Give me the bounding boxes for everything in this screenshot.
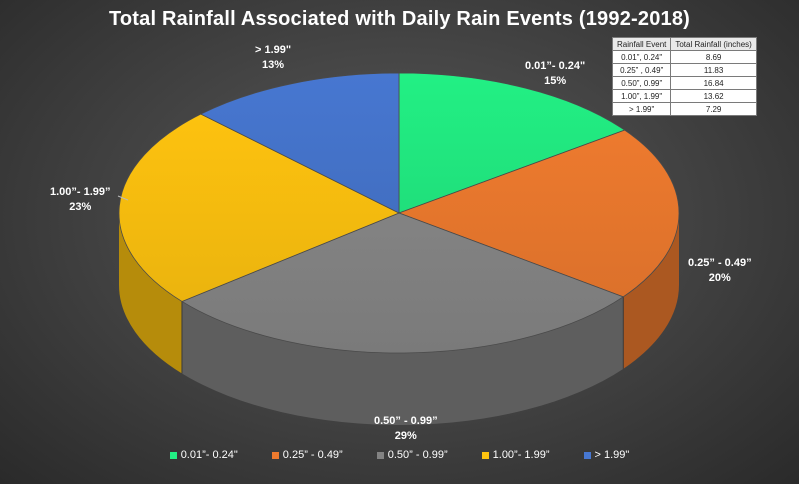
legend-item[interactable]: 0.25” - 0.49”	[271, 449, 343, 461]
legend-label: 0.25” - 0.49”	[282, 449, 343, 461]
legend-item[interactable]: 0.50” - 0.99”	[376, 449, 448, 461]
table-cell: 7.29	[670, 102, 757, 116]
legend-swatch	[376, 451, 384, 459]
pie-side-1	[623, 213, 679, 369]
slice-label-4: > 1.99" 13%	[255, 44, 292, 71]
table-cell: 11.83	[670, 63, 757, 77]
data-table-header: Rainfall Event	[611, 37, 672, 51]
legend-swatch	[583, 451, 591, 459]
legend-swatch	[169, 451, 177, 459]
table-cell: > 1.99"	[611, 102, 672, 116]
pie-side-2	[181, 296, 624, 426]
pie-slice-2	[181, 212, 625, 354]
leader-line	[117, 195, 129, 201]
legend-swatch	[271, 451, 279, 459]
data-table-header-row: Rainfall Event Total Rainfall (inches)	[611, 37, 757, 51]
table-cell: 0.50”, 0.99”	[611, 76, 672, 90]
legend-label: 0.01”- 0.24"	[180, 449, 238, 461]
table-row: 0.01”, 0.24" 8.69	[611, 50, 757, 64]
table-row: 1.00”, 1.99" 13.62	[611, 89, 757, 103]
pie-slice-3	[118, 113, 400, 302]
slice-label-0: 0.01”- 0.24" 15%	[525, 60, 586, 87]
legend-label: 1.00”- 1.99”	[492, 449, 550, 461]
pie-side-3	[119, 213, 182, 374]
slice-label-1: 0.25” - 0.49” 20%	[688, 257, 752, 284]
data-table: Rainfall Event Total Rainfall (inches) 0…	[611, 37, 757, 116]
pie-slice-1	[397, 129, 680, 298]
table-cell: 8.69	[670, 50, 757, 64]
slice-label-3: 1.00”- 1.99” 23%	[50, 186, 111, 213]
table-cell: 0.25” , 0.49”	[611, 63, 672, 77]
pie-slice-4	[199, 72, 400, 214]
table-row: 0.50”, 0.99” 16.84	[611, 76, 757, 90]
table-row: 0.25” , 0.49” 11.83	[611, 63, 757, 77]
data-table-header: Total Rainfall (inches)	[670, 37, 757, 51]
table-cell: 1.00”, 1.99"	[611, 89, 672, 103]
table-cell: 16.84	[670, 76, 757, 90]
table-cell: 0.01”, 0.24"	[611, 50, 672, 64]
pie-slice-0	[398, 72, 626, 214]
legend-item[interactable]: > 1.99"	[583, 449, 630, 461]
slice-label-2: 0.50” - 0.99” 29%	[374, 415, 438, 442]
legend-swatch	[481, 451, 489, 459]
table-row: > 1.99" 7.29	[611, 102, 757, 116]
legend-item[interactable]: 1.00”- 1.99”	[481, 449, 550, 461]
table-cell: 13.62	[670, 89, 757, 103]
legend: 0.01”- 0.24" 0.25” - 0.49” 0.50” - 0.99”…	[0, 449, 799, 461]
legend-label: 0.50” - 0.99”	[387, 449, 448, 461]
legend-item[interactable]: 0.01”- 0.24"	[169, 449, 238, 461]
chart-title: Total Rainfall Associated with Daily Rai…	[108, 8, 691, 30]
legend-label: > 1.99"	[594, 449, 630, 461]
